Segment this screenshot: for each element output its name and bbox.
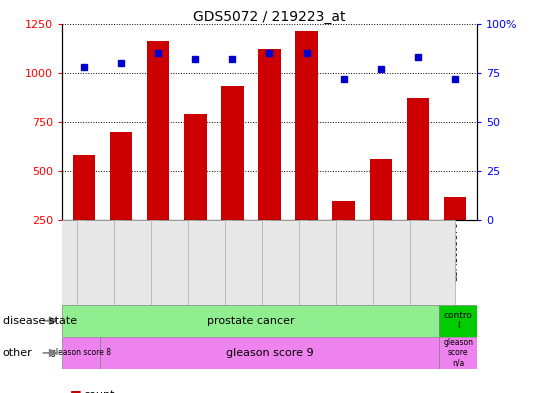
Text: other: other bbox=[3, 348, 32, 358]
Bar bbox=[258, 49, 281, 220]
Bar bbox=[444, 196, 466, 220]
Text: prostate cancer: prostate cancer bbox=[207, 316, 294, 326]
Bar bbox=[73, 155, 95, 220]
Text: contro
l: contro l bbox=[444, 311, 473, 331]
Bar bbox=[188, 220, 232, 305]
Text: disease state: disease state bbox=[3, 316, 77, 326]
Bar bbox=[225, 220, 270, 305]
Bar bbox=[439, 337, 477, 369]
Bar bbox=[295, 31, 317, 220]
Bar bbox=[62, 337, 100, 369]
Bar bbox=[40, 220, 84, 305]
Bar bbox=[410, 220, 455, 305]
Text: gleason score 9: gleason score 9 bbox=[226, 348, 313, 358]
Bar bbox=[222, 86, 244, 220]
Bar bbox=[147, 41, 169, 220]
Bar bbox=[439, 305, 477, 337]
Bar bbox=[262, 220, 307, 305]
Bar bbox=[333, 201, 355, 220]
Text: GDS5072 / 219223_at: GDS5072 / 219223_at bbox=[194, 10, 345, 24]
Bar bbox=[114, 220, 158, 305]
Bar bbox=[374, 220, 418, 305]
Bar bbox=[100, 337, 439, 369]
Bar bbox=[110, 132, 133, 220]
Bar bbox=[336, 220, 381, 305]
Bar bbox=[299, 220, 344, 305]
Bar bbox=[151, 220, 196, 305]
Bar bbox=[77, 220, 121, 305]
Text: gleason score 8: gleason score 8 bbox=[51, 349, 111, 357]
Bar bbox=[184, 114, 206, 220]
Text: gleason
score
n/a: gleason score n/a bbox=[443, 338, 473, 368]
Text: count: count bbox=[84, 389, 115, 393]
Text: ■: ■ bbox=[70, 388, 82, 393]
Bar bbox=[370, 159, 392, 220]
Bar bbox=[406, 98, 429, 220]
